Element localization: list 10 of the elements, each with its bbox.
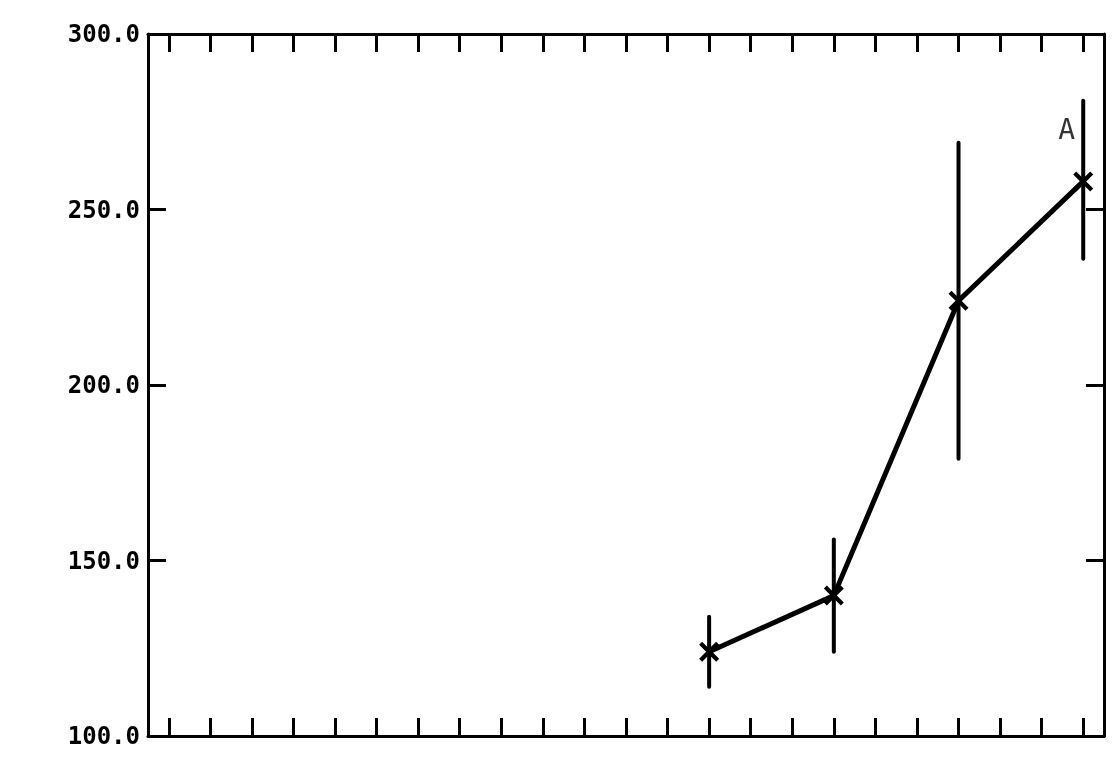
y-tick-label: 200.0 [67,371,140,399]
point [1073,171,1094,192]
y-tick-label: 250.0 [67,195,140,224]
point [823,585,844,606]
annotation: A [1058,112,1076,146]
point [699,641,720,662]
y-tick-label: 100.0 [67,722,140,750]
y-tick-label: 150.0 [67,546,140,575]
point [948,290,969,311]
y-tick-label: 300.0 [67,20,140,48]
